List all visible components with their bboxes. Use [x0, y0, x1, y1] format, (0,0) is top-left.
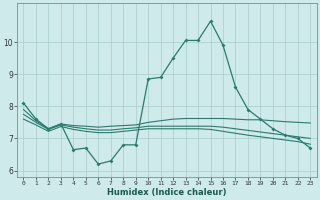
X-axis label: Humidex (Indice chaleur): Humidex (Indice chaleur) [107, 188, 227, 197]
